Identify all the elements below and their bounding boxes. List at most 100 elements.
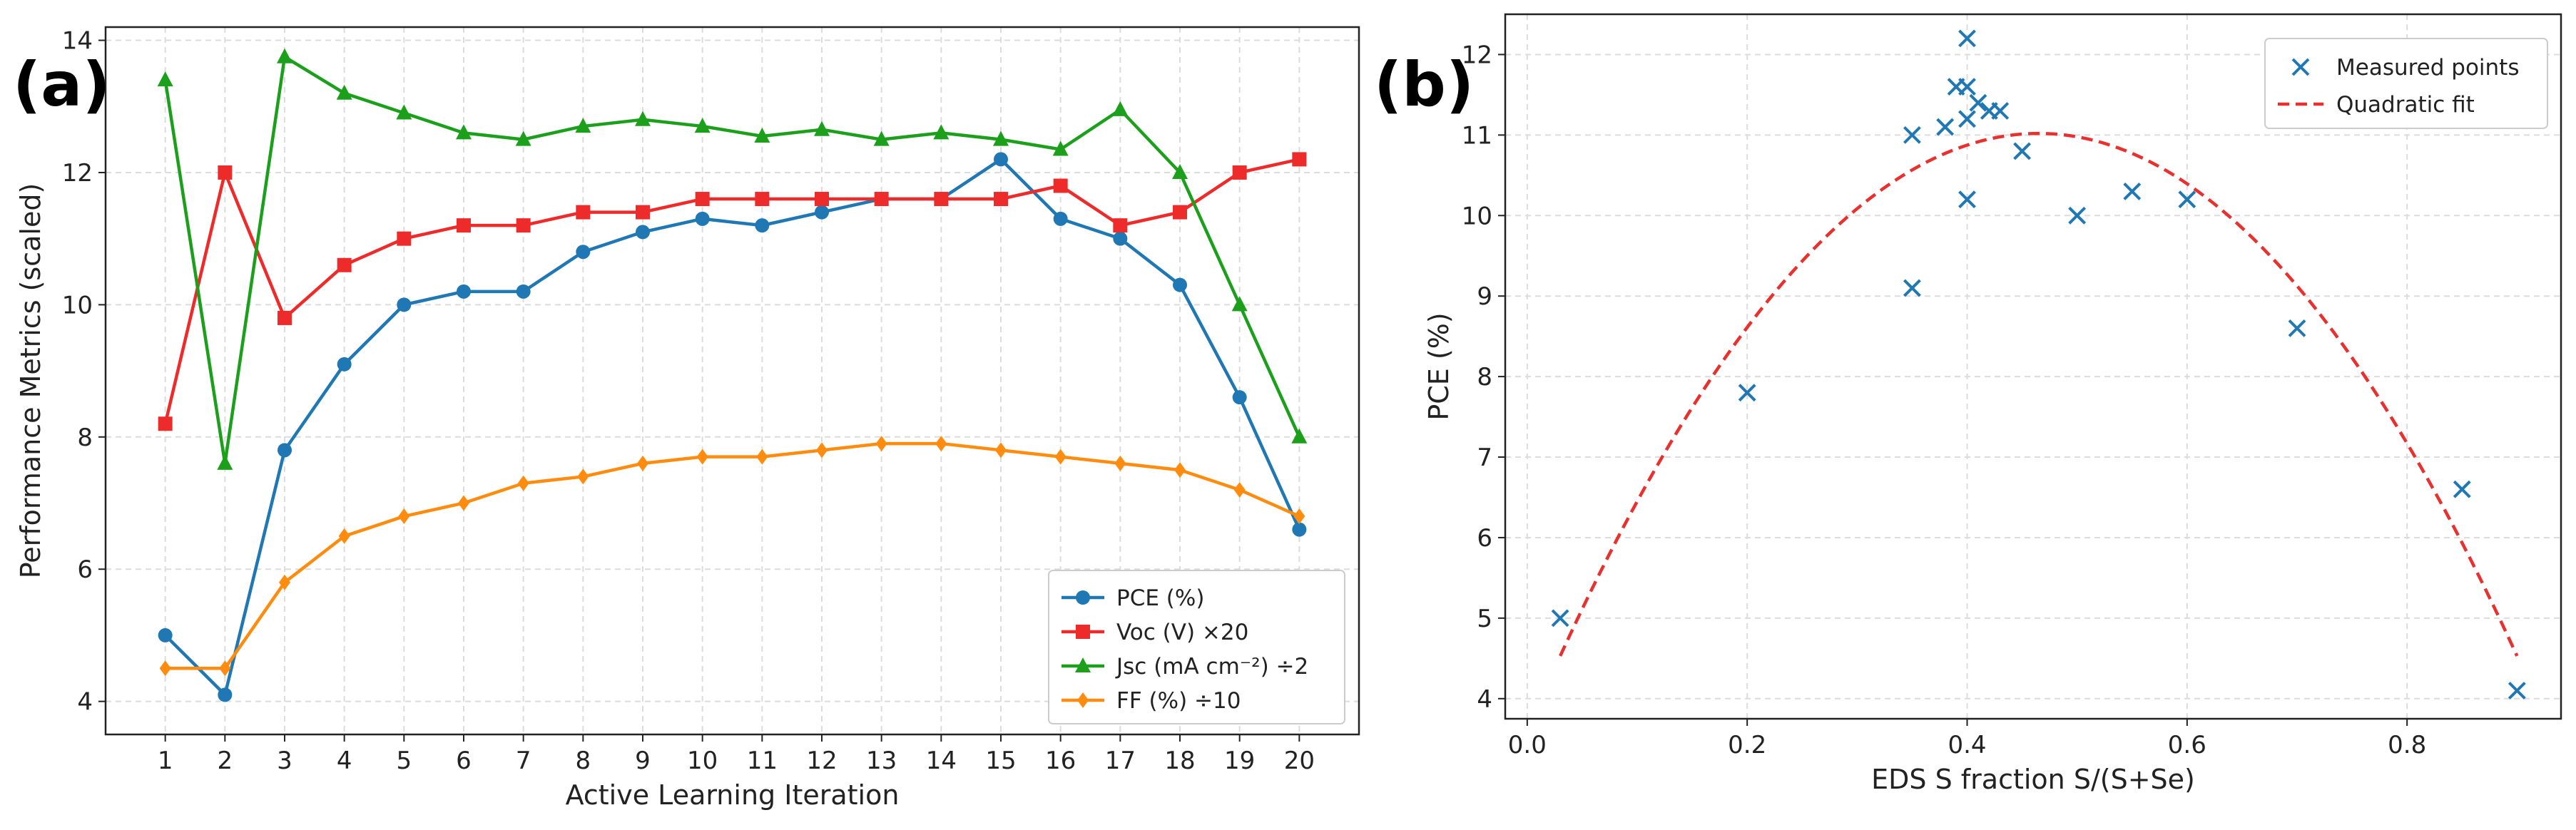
data-point-s3-2 <box>279 574 290 590</box>
data-point-s0-4 <box>397 297 412 312</box>
x-tick-label: 0.8 <box>2388 731 2426 759</box>
data-point-13 <box>2013 142 2031 160</box>
data-point-s3-14 <box>995 442 1007 458</box>
data-point-s3-15 <box>1054 449 1066 465</box>
data-point-s1-3 <box>337 257 352 272</box>
data-point-s0-9 <box>695 211 710 226</box>
data-point-12 <box>1991 102 2010 120</box>
data-point-s1-12 <box>874 192 889 207</box>
series-line-3 <box>165 441 1300 670</box>
data-point-18 <box>2453 480 2471 498</box>
y-tick-label: 9 <box>1477 282 1492 311</box>
legend-marker-measured <box>2291 58 2310 76</box>
series-line-0 <box>164 158 1301 697</box>
x-tick-label: 18 <box>1164 747 1195 775</box>
x-tick-label: 15 <box>985 747 1016 775</box>
legend-label-measured: Measured points <box>2336 55 2520 81</box>
data-point-s2-16 <box>1112 101 1129 116</box>
data-point-6 <box>1958 29 1976 48</box>
data-point-s2-4 <box>396 104 412 120</box>
x-axis-label: EDS S fraction S/(S+Se) <box>1871 764 2195 795</box>
data-point-s0-17 <box>1173 277 1187 292</box>
data-point-s3-7 <box>577 468 589 485</box>
data-point-s0-6 <box>516 284 531 299</box>
data-point-s1-6 <box>516 218 531 233</box>
x-tick-label: 17 <box>1105 747 1136 775</box>
data-point-s3-3 <box>338 528 350 544</box>
x-tick-label: 5 <box>397 747 412 775</box>
data-point-s0-14 <box>994 152 1008 167</box>
legend-box <box>1048 570 1345 724</box>
data-point-s1-19 <box>1292 152 1307 167</box>
panel-label-a: (a) <box>13 49 111 121</box>
quadratic-fit-line <box>1559 131 2519 657</box>
legend-label-2: Jsc (mA cm⁻²) ÷2 <box>1115 654 1308 680</box>
data-point-s2-2 <box>277 48 292 63</box>
legend-label-fit: Quadratic fit <box>2336 92 2475 118</box>
data-point-s1-2 <box>278 310 292 325</box>
legend-label-0: PCE (%) <box>1116 585 1204 611</box>
data-point-10 <box>1969 93 1987 112</box>
x-tick-label: 0.6 <box>2168 731 2206 759</box>
data-point-16 <box>2178 190 2196 209</box>
data-point-s2-9 <box>694 118 711 133</box>
x-tick-label: 1 <box>158 747 173 775</box>
data-point-s1-11 <box>815 192 829 207</box>
y-axis-label: PCE (%) <box>1423 312 1455 420</box>
data-point-s3-16 <box>1114 455 1126 471</box>
y-tick-label: 4 <box>77 688 93 717</box>
data-point-s2-13 <box>933 124 950 140</box>
data-point-s3-1 <box>219 660 231 677</box>
data-point-s0-1 <box>218 687 233 702</box>
x-tick-label: 3 <box>277 747 292 775</box>
data-point-s1-8 <box>636 205 650 220</box>
x-tick-label: 7 <box>516 747 531 775</box>
x-tick-label: 13 <box>866 747 897 775</box>
data-point-1 <box>1738 384 1756 402</box>
x-tick-label: 0.0 <box>1508 731 1547 759</box>
data-point-s1-15 <box>1053 178 1068 193</box>
legend-box <box>2264 38 2548 129</box>
panel-label-b: (b) <box>1374 49 1474 121</box>
y-tick-label: 5 <box>1477 605 1492 633</box>
data-point-0 <box>1551 609 1569 627</box>
data-point-8 <box>1958 110 1976 128</box>
x-tick-label: 10 <box>687 747 718 775</box>
legend-marker-0 <box>1076 590 1090 605</box>
data-point-s0-18 <box>1232 390 1247 405</box>
data-point-7 <box>1958 78 1976 96</box>
data-point-s3-11 <box>816 442 828 458</box>
data-point-s3-6 <box>517 475 529 491</box>
x-tick-label: 2 <box>218 747 233 775</box>
y-tick-label: 10 <box>1462 202 1492 230</box>
data-point-19 <box>2508 682 2526 700</box>
y-tick-label: 4 <box>1477 685 1492 714</box>
data-point-2 <box>1903 279 1921 297</box>
plot-frame <box>1504 13 2562 720</box>
data-point-s3-10 <box>756 449 768 465</box>
y-tick-label: 11 <box>1462 121 1492 150</box>
data-point-s3-18 <box>1233 481 1246 498</box>
y-tick-label: 6 <box>1477 524 1492 553</box>
x-tick-label: 0.2 <box>1728 731 1766 759</box>
data-point-s0-3 <box>337 357 352 372</box>
legend-marker-2 <box>1075 657 1091 672</box>
panel-b: 0.0 0.2 0.4 0.6 0.8 4 5 6 7 8 9 10 11 12 EDS S fractio… <box>1423 13 2562 795</box>
data-point-s2-11 <box>814 121 830 136</box>
data-point-s2-18 <box>1231 296 1248 312</box>
y-tick-label: 10 <box>62 291 93 319</box>
data-point-s3-9 <box>696 449 708 465</box>
legend-marker-3 <box>1077 692 1089 708</box>
data-point-s0-5 <box>457 284 471 299</box>
legend-label-1: Voc (V) ×20 <box>1116 620 1248 645</box>
data-point-s0-0 <box>158 627 173 642</box>
data-point-s1-18 <box>1232 165 1247 180</box>
y-tick-label: 12 <box>1462 41 1492 69</box>
legend-label-3: FF (%) ÷10 <box>1116 688 1241 714</box>
data-point-s2-7 <box>575 118 591 133</box>
data-point-s1-9 <box>695 192 710 207</box>
data-point-s1-1 <box>218 165 233 180</box>
data-point-s0-2 <box>278 443 292 458</box>
data-point-s3-0 <box>159 660 171 677</box>
y-tick-label: 8 <box>77 424 93 452</box>
